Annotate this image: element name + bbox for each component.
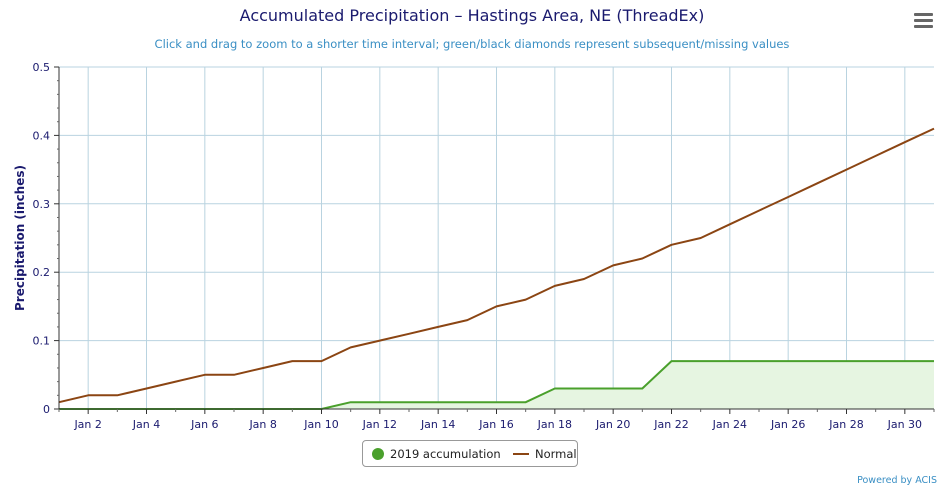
y-tick-label: 0.3	[33, 198, 51, 211]
y-tick-label: 0.1	[33, 335, 51, 348]
legend-item-2019-accumulation[interactable]: 2019 accumulation	[372, 447, 501, 461]
legend-label: 2019 accumulation	[390, 447, 501, 461]
legend-label: Normal	[535, 447, 577, 461]
x-tick-label: Jan 22	[653, 418, 688, 431]
x-tick-label: Jan 4	[132, 418, 160, 431]
x-tick-label: Jan 14	[420, 418, 455, 431]
y-tick-label: 0	[43, 403, 50, 416]
x-tick-label: Jan 6	[190, 418, 218, 431]
x-tick-label: Jan 8	[248, 418, 276, 431]
x-tick-label: Jan 16	[478, 418, 513, 431]
legend-marker-brown-line-icon	[513, 453, 529, 455]
hamburger-menu-icon[interactable]	[914, 13, 933, 29]
chart-legend: 2019 accumulation Normal	[362, 440, 578, 467]
legend-marker-green-circle-icon	[372, 448, 384, 460]
x-tick-label: Jan 28	[828, 418, 863, 431]
legend-item-normal[interactable]: Normal	[513, 447, 577, 461]
y-axis-title: Precipitation (inches)	[13, 165, 27, 311]
x-tick-label: Jan 26	[770, 418, 805, 431]
chart-title: Accumulated Precipitation – Hastings Are…	[239, 6, 705, 25]
y-tick-label: 0.5	[33, 61, 51, 74]
y-tick-label: 0.2	[33, 266, 51, 279]
x-tick-label: Jan 30	[887, 418, 922, 431]
x-tick-label: Jan 2	[73, 418, 101, 431]
x-tick-label: Jan 12	[362, 418, 397, 431]
chart-subtitle: Click and drag to zoom to a shorter time…	[154, 37, 790, 51]
x-tick-label: Jan 10	[303, 418, 338, 431]
series-line-normal[interactable]	[58, 127, 935, 404]
x-tick-label: Jan 24	[712, 418, 747, 431]
y-tick-label: 0.4	[33, 129, 51, 142]
series-area-2019-accumulation	[59, 361, 934, 409]
credits-link[interactable]: Powered by ACIS	[857, 475, 937, 486]
x-tick-label: Jan 20	[595, 418, 630, 431]
x-tick-label: Jan 18	[537, 418, 572, 431]
